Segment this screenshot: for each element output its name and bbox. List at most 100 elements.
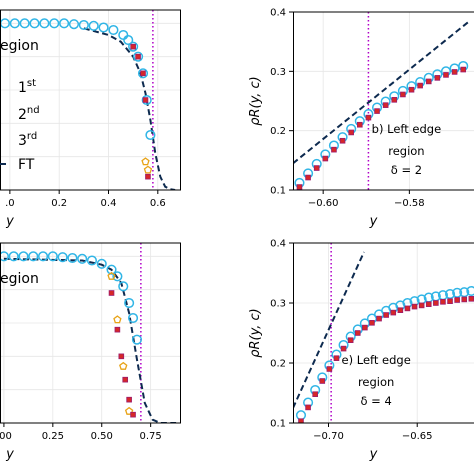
axes-frame xyxy=(0,242,181,424)
x-axis-label: y xyxy=(369,447,378,462)
second-order-point xyxy=(362,324,368,331)
second-order-point xyxy=(404,305,411,312)
fourth-order-point xyxy=(67,252,78,264)
fourth-order-point xyxy=(68,19,80,30)
second-order-point xyxy=(369,319,375,326)
second-order-point xyxy=(339,137,346,144)
fourth-order-point xyxy=(49,18,60,29)
second-order-point xyxy=(391,97,398,103)
first-order-point xyxy=(141,157,150,166)
second-order-point xyxy=(130,411,136,418)
grid xyxy=(0,243,180,423)
fourth-order-point xyxy=(112,271,123,282)
fourth-order-point xyxy=(9,18,20,29)
plot-area xyxy=(293,243,474,423)
second-order-point xyxy=(114,326,121,333)
second-order-point xyxy=(347,337,354,343)
second-order-point xyxy=(356,121,363,128)
second-order-point xyxy=(145,173,151,180)
fourth-order-point xyxy=(29,18,40,29)
ft-dashed-line xyxy=(293,20,471,165)
fourth-order-point xyxy=(59,18,70,29)
fourth-order-point xyxy=(0,251,9,262)
legend: 1st 2nd 3rd FT xyxy=(0,78,40,173)
ft-dashed-line xyxy=(293,251,365,409)
second-order-point xyxy=(433,300,439,306)
legend-label-second: 2nd xyxy=(18,105,40,123)
fourth-order-point xyxy=(18,251,29,262)
second-order-point xyxy=(365,114,372,121)
x-tick-label: .0 xyxy=(5,198,15,209)
panel-bottom-right: −0.70 −0.65 y 0.1 0.2 0.3 0.4 ρR(y, c) e) Left e… xyxy=(248,239,474,462)
ft-dashed-line xyxy=(83,27,176,190)
second-order-point xyxy=(425,78,432,85)
second-order-point xyxy=(408,86,415,93)
annotation-line: δ = 4 xyxy=(360,394,391,408)
fourth-order-point xyxy=(98,22,109,33)
fourth-order-point xyxy=(77,253,88,264)
x-tick-label: .00 xyxy=(0,431,12,442)
second-order-point xyxy=(118,353,125,360)
y-tick-label: 0.4 xyxy=(270,8,286,19)
second-order-point xyxy=(374,108,380,114)
second-order-point xyxy=(397,307,404,313)
fourth-order-point xyxy=(39,18,50,29)
legend-label-third: 3rd xyxy=(18,131,37,149)
x-tick-label: 0.4 xyxy=(101,198,117,209)
y-tick-label: 0.4 xyxy=(270,239,286,250)
second-order-point xyxy=(348,129,354,136)
panel-bottom-left: .00 0.25 0.50 0.75 y egion xyxy=(0,242,181,462)
x-axis-label: y xyxy=(369,214,378,229)
fourth-order-point xyxy=(466,285,474,297)
second-order-point xyxy=(331,146,337,153)
legend-title: egion xyxy=(0,38,39,54)
y-tick-label: 0.2 xyxy=(270,126,286,137)
second-order-point xyxy=(460,66,467,73)
y-tick-label: 0.3 xyxy=(270,299,286,310)
fourth-order-point xyxy=(128,41,139,52)
second-order-point xyxy=(418,302,425,309)
second-order-point xyxy=(135,53,141,60)
panel-top-left: .0 0.2 0.4 0.6 y egion 1st 2nd 3rd FT xyxy=(0,9,181,229)
second-order-point xyxy=(333,355,340,361)
x-tick-label: 0.50 xyxy=(91,431,113,442)
legend-title: egion xyxy=(0,271,39,287)
x-tick-label: 0.75 xyxy=(140,431,162,442)
second-order-point xyxy=(376,315,382,322)
first-order-point xyxy=(124,406,134,415)
second-order-point xyxy=(425,301,432,307)
second-order-point xyxy=(434,75,441,81)
fourth-order-point xyxy=(295,410,307,421)
second-order-point xyxy=(326,366,333,372)
y-axis-label: ρR(y, c) xyxy=(248,308,263,358)
fourth-order-point xyxy=(127,312,139,324)
x-tick-label: 0.6 xyxy=(150,198,166,209)
fourth-order-point xyxy=(137,68,149,79)
fourth-order-point xyxy=(131,334,143,345)
annotation-line: e) Left edge xyxy=(342,353,411,367)
plot-area xyxy=(0,243,177,423)
second-order-point xyxy=(382,102,389,108)
fourth-order-point xyxy=(124,297,135,309)
fourth-order-point xyxy=(86,255,98,266)
first-order-point xyxy=(113,315,122,324)
second-order-point xyxy=(313,165,320,171)
x-tick-label: −0.58 xyxy=(394,198,425,209)
x-tick-label: 0.25 xyxy=(42,431,64,442)
second-order-point xyxy=(312,391,318,397)
fourth-order-point xyxy=(57,252,68,263)
second-order-point xyxy=(354,330,361,336)
second-order-point xyxy=(390,309,397,316)
first-order-point xyxy=(143,165,153,174)
axes-frame xyxy=(293,11,474,191)
legend-label-ft: FT xyxy=(18,157,35,173)
annotation-line: region xyxy=(388,144,424,158)
second-order-point xyxy=(142,97,149,103)
second-order-point xyxy=(305,404,311,411)
x-tick-label: 0.2 xyxy=(51,198,67,209)
plot-area xyxy=(0,10,176,190)
fourth-order-point xyxy=(444,288,456,300)
second-order-point xyxy=(440,298,446,305)
fourth-order-point xyxy=(37,251,49,262)
